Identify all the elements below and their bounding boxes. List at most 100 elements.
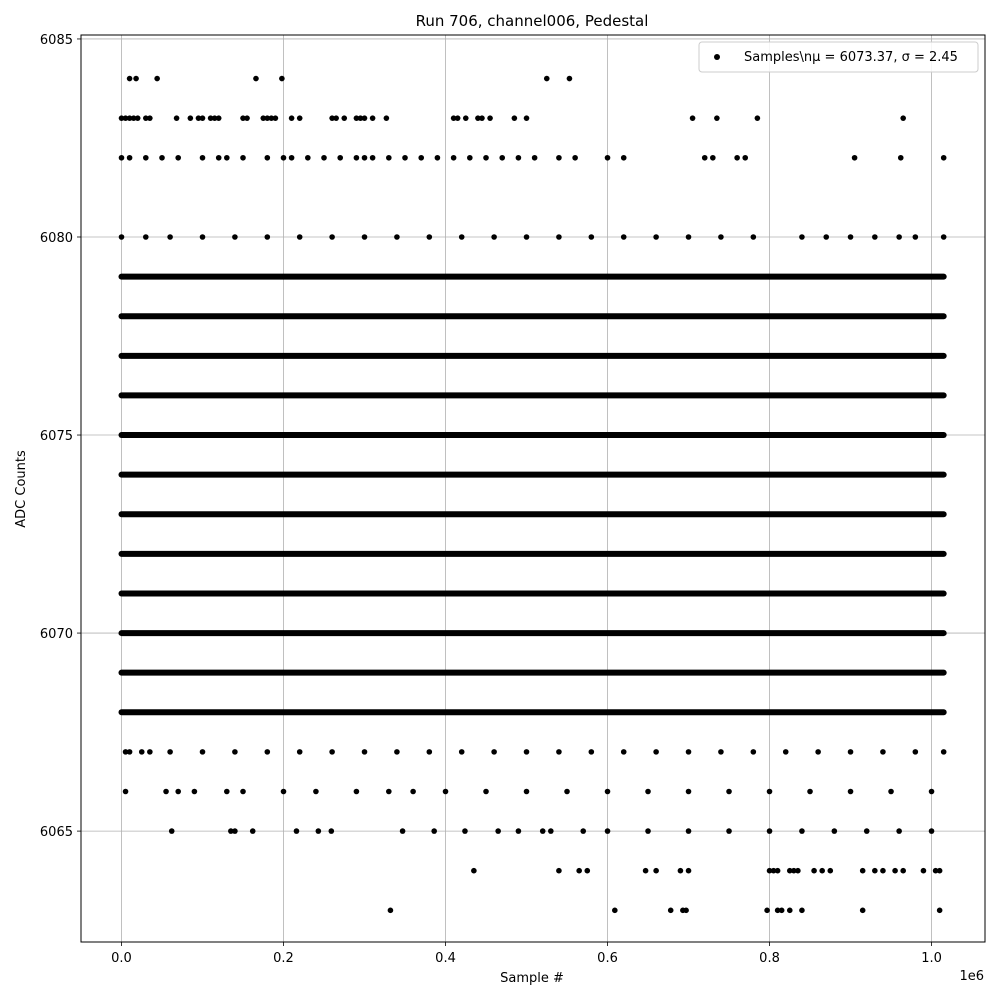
sample-point [539,828,546,834]
sample-point [487,115,493,121]
sample-point [450,115,457,121]
sample-point [900,115,906,121]
sample-point [523,749,530,755]
sample-point [799,907,805,914]
sample-point [556,154,562,161]
sample-point [431,828,437,834]
sample-point [329,749,335,755]
sample-point [872,867,878,874]
sample-point [187,115,194,121]
sample-point [823,234,830,240]
sample-point [718,749,724,755]
sample-point [337,154,344,161]
sample-point [118,154,125,161]
sample-point [244,115,250,121]
x-axis-label: Sample # [500,971,564,986]
sample-point [418,154,425,161]
sample-point [920,867,927,874]
sample-point [329,234,335,240]
sample-point [133,75,139,82]
sample-point [645,828,651,834]
sample-point [383,115,390,121]
sample-point [515,828,522,834]
sample-point [147,749,153,755]
sample-point [154,75,160,82]
y-axis-label: ADC Counts [14,450,29,528]
sample-point [491,749,497,755]
sample-point [134,115,141,121]
sample-point [940,154,947,161]
sample-point [293,828,300,834]
sample-point [361,749,368,755]
sample-point [126,749,133,755]
sample-point [847,749,854,755]
sample-point [279,75,285,82]
sample-point [799,234,805,240]
legend-box [698,41,979,73]
sample-point [143,154,149,161]
sample-point [333,115,339,121]
sample-point [305,154,311,161]
sample-point [859,907,866,914]
sample-point [912,234,919,240]
sample-point [499,154,506,161]
sample-point [774,867,781,874]
sample-point [264,234,271,240]
sample-point [211,115,218,121]
sample-point [268,115,275,121]
sample-point [296,115,303,121]
sample-point [859,867,866,874]
sample-point [240,154,246,161]
sample-point [685,749,692,755]
sample-point [880,749,886,755]
x-axis-offset-label: 1e6 [959,969,984,984]
sample-point [126,75,133,82]
sample-point [620,234,627,240]
sample-point [163,788,169,795]
y-tick-label: 6080 [40,231,73,246]
sample-point [495,828,501,834]
sample-point [143,234,149,240]
sample-point [786,867,793,874]
sample-point [386,788,392,795]
sample-point [126,115,133,121]
sample-point [831,828,838,834]
x-axis-ticks: 0.0 0.2 0.4 0.6 0.8 1.0 [111,942,942,966]
sample-point [280,154,287,161]
sample-point [491,234,497,240]
sample-point [402,154,408,161]
sample-point [224,154,230,161]
sample-point [353,154,360,161]
sample-point [897,154,904,161]
sample-point [353,788,360,795]
sample-point [118,234,125,240]
sample-point [341,115,348,121]
sample-point [168,828,175,834]
sample-point [199,115,206,121]
sample-point [778,907,785,914]
sample-point [458,234,465,240]
sample-point [932,867,939,874]
sample-point [799,828,805,834]
sample-point [604,828,611,834]
sample-point [475,115,481,121]
x-tick-label: 0.4 [435,951,456,966]
sample-point [410,788,416,795]
sample-point [588,234,595,240]
sample-point [620,749,627,755]
sample-point [863,828,870,834]
sample-point [195,115,202,121]
sample-point [260,115,267,121]
sample-point [750,749,757,755]
sample-point [872,234,878,240]
sample-point [940,749,947,755]
sample-point [896,828,902,834]
sample-point [240,788,246,795]
sample-point [584,867,591,874]
sample-point [523,234,530,240]
sample-point [766,828,773,834]
legend-label: Samples\nμ = 6073.37, σ = 2.45 [744,50,958,65]
sample-point [710,154,716,161]
sample-point [742,154,749,161]
sample-point [766,867,773,874]
